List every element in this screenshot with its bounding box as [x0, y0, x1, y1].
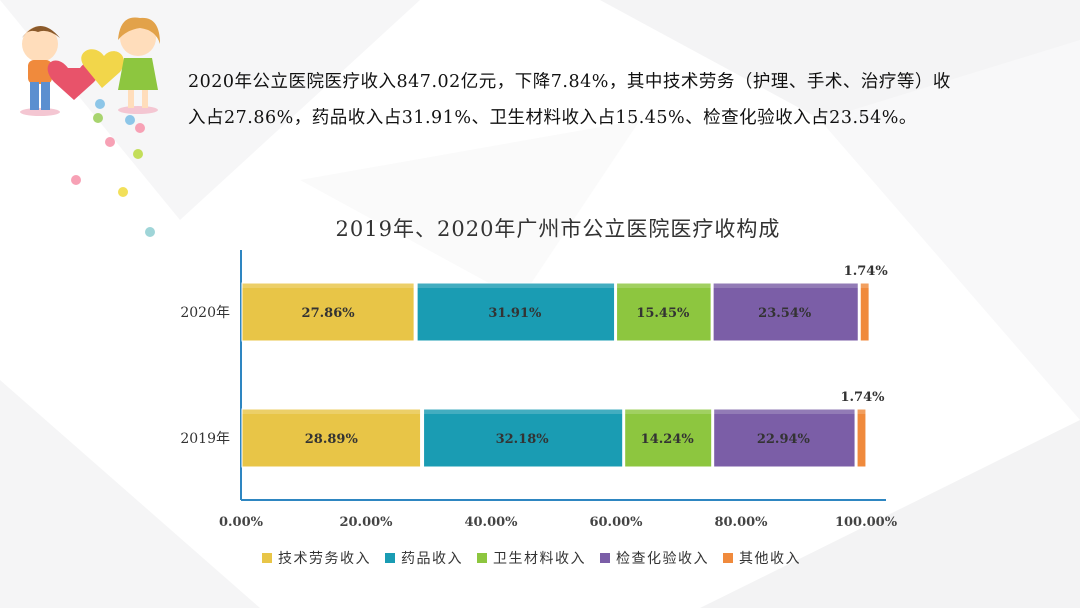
legend-swatch: [477, 553, 487, 563]
legend-swatch: [262, 553, 272, 563]
bar-segment-highlight: [624, 409, 712, 414]
data-label: 32.18%: [496, 432, 550, 447]
bar-segment: [423, 408, 624, 468]
bar-segment: [241, 282, 415, 342]
bar-segment: [624, 408, 713, 468]
bar-segment: [616, 282, 712, 342]
bar-segment-highlight: [616, 283, 712, 288]
x-tick-label: 60.00%: [589, 515, 643, 530]
chart-title: 2019年、2020年广州市公立医院医疗收构成: [336, 217, 781, 241]
legend-swatch: [600, 553, 610, 563]
x-tick-label: 100.00%: [835, 515, 898, 530]
data-label: 22.94%: [757, 432, 811, 447]
legend-label: 药品收入: [401, 551, 463, 567]
x-tick-label: 20.00%: [339, 515, 393, 530]
cartoon-couple-illustration: [20, 17, 160, 237]
x-tick-label: 80.00%: [714, 515, 768, 530]
category-label: 2020年: [180, 305, 230, 321]
bar-segment-highlight: [860, 283, 870, 288]
x-tick-label: 0.00%: [219, 515, 264, 530]
bar-segment-highlight: [713, 283, 859, 288]
bar-segment: [712, 282, 859, 342]
data-label: 1.74%: [840, 390, 885, 405]
legend-label: 技术劳务收入: [278, 551, 371, 567]
data-label: 1.74%: [844, 264, 889, 279]
legend-label: 卫生材料收入: [493, 551, 586, 567]
bar-segment-highlight: [423, 409, 623, 414]
data-label: 23.54%: [758, 306, 812, 321]
legend-label: 检查化验收入: [616, 551, 709, 567]
bar-segment-highlight: [857, 409, 866, 414]
bar-segment-highlight: [417, 283, 615, 288]
category-label: 2019年: [180, 431, 230, 447]
bar-segment-highlight: [242, 283, 415, 288]
legend-swatch: [723, 553, 733, 563]
data-label: 31.91%: [488, 306, 542, 321]
data-label: 28.89%: [305, 432, 359, 447]
data-label: 14.24%: [641, 432, 695, 447]
bar-segment: [416, 282, 616, 342]
data-label: 15.45%: [636, 306, 690, 321]
intro-paragraph: 2020年公立医院医疗收入847.02亿元，下降7.84%，其中技术劳务（护理、…: [188, 72, 951, 128]
bar-segment: [241, 408, 422, 468]
bar-segment-highlight: [242, 409, 421, 414]
bar-segment: [856, 408, 867, 468]
legend-label: 其他收入: [739, 551, 801, 567]
bar-segment: [713, 408, 856, 468]
bar-segment-highlight: [713, 409, 856, 414]
bar-segment: [859, 282, 870, 342]
legend-swatch: [385, 553, 395, 563]
x-tick-label: 40.00%: [464, 515, 518, 530]
data-label: 27.86%: [302, 306, 356, 321]
